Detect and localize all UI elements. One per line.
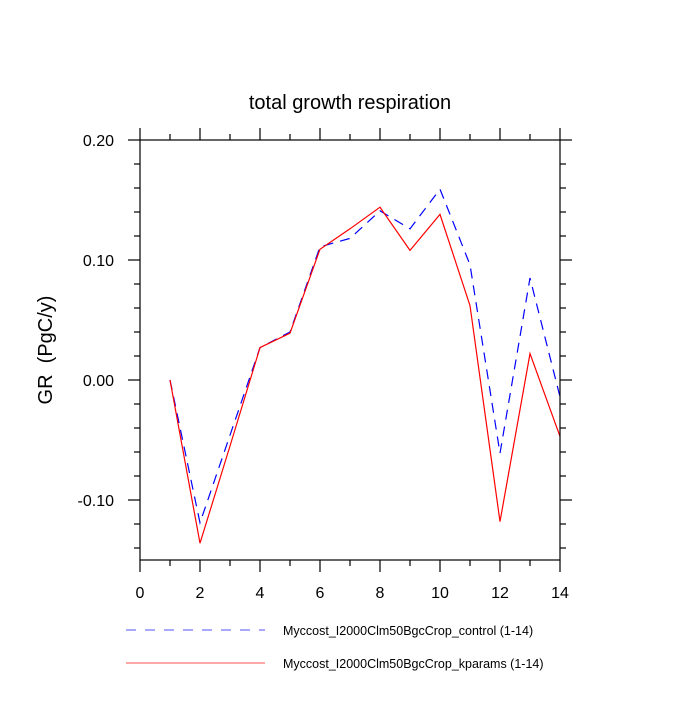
series-line-control: [170, 189, 560, 523]
x-tick-label: 8: [376, 585, 385, 602]
legend-label: Myccost_I2000Clm50BgcCrop_control (1-14): [283, 624, 533, 638]
series-group: [170, 189, 560, 543]
x-tick-label: 2: [196, 585, 205, 602]
x-tick-label: 14: [551, 585, 569, 602]
y-axis-label: GR (PgC/y): [35, 296, 57, 405]
series-line-kparams: [170, 207, 560, 543]
y-tick-label: -0.10: [78, 493, 115, 510]
x-tick-label: 4: [256, 585, 265, 602]
x-tick-label: 6: [316, 585, 325, 602]
axis-ticks: [128, 128, 572, 572]
y-tick-label: 0.10: [83, 253, 114, 270]
legend: Myccost_I2000Clm50BgcCrop_control (1-14)…: [126, 624, 544, 671]
y-tick-label: 0.20: [83, 133, 114, 150]
legend-label: Myccost_I2000Clm50BgcCrop_kparams (1-14): [283, 657, 544, 671]
y-tick-label: 0.00: [83, 373, 114, 390]
x-tick-label: 10: [431, 585, 449, 602]
x-tick-label: 0: [136, 585, 145, 602]
chart-title: total growth respiration: [249, 92, 451, 114]
x-tick-label: 12: [491, 585, 509, 602]
tick-labels: 0 2 4 6 8 10 12 14 0.20 0.10 0.00 -0.10: [78, 133, 569, 602]
